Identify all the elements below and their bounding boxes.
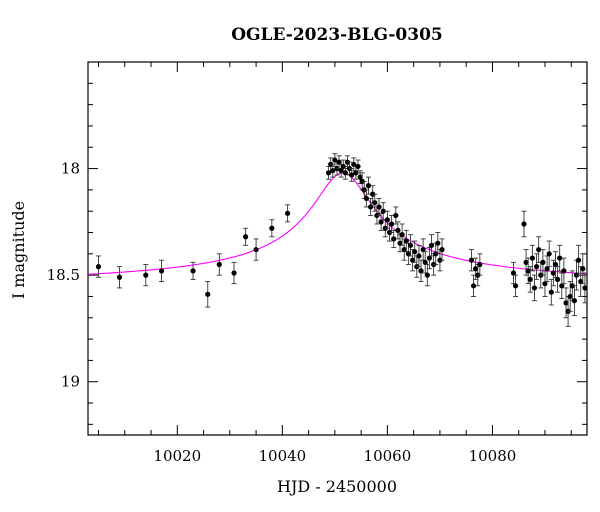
data-point	[391, 236, 397, 242]
data-point	[365, 183, 372, 189]
data-point	[435, 240, 441, 246]
data-point	[158, 268, 165, 274]
data-point	[468, 257, 475, 263]
data-point	[548, 289, 554, 295]
data-point	[399, 232, 405, 238]
x-tick-label: 10060	[364, 447, 412, 465]
data-point	[557, 255, 563, 261]
data-point	[363, 195, 369, 202]
data-point	[418, 268, 424, 274]
data-point	[512, 283, 519, 289]
data-point	[571, 298, 577, 304]
data-point	[384, 217, 390, 223]
y-tick-label: 18	[61, 160, 80, 178]
data-point	[523, 259, 529, 265]
chart-title: OGLE-2023-BLG-0305	[231, 25, 443, 45]
data-point	[95, 264, 102, 270]
data-point	[231, 270, 237, 276]
data-point	[351, 161, 357, 167]
data-point	[561, 268, 567, 274]
data-point	[420, 246, 426, 253]
data-point	[372, 200, 378, 206]
data-point	[380, 208, 386, 214]
data-point	[190, 268, 196, 274]
data-point	[405, 251, 412, 257]
data-point	[205, 291, 211, 297]
data-point	[554, 276, 561, 283]
data-point	[582, 285, 587, 291]
data-point	[563, 300, 569, 306]
data-point	[559, 283, 565, 289]
x-tick-label: 10020	[153, 447, 201, 465]
data-point	[439, 246, 445, 253]
data-point	[410, 257, 416, 263]
data-point	[397, 240, 403, 246]
data-point	[477, 261, 483, 268]
data-point	[533, 264, 540, 270]
data-point	[550, 270, 556, 276]
data-point	[216, 261, 222, 268]
data-point	[428, 242, 435, 248]
data-point	[525, 268, 531, 274]
plot-frame	[87, 61, 588, 436]
data-point	[426, 255, 433, 261]
data-point	[529, 255, 535, 261]
data-point	[342, 170, 348, 176]
data-point	[424, 272, 430, 278]
data-point	[473, 266, 479, 272]
data-point	[510, 270, 517, 276]
data-point	[285, 210, 291, 216]
data-point	[389, 221, 395, 227]
data-point	[393, 212, 399, 219]
data-point	[332, 157, 338, 163]
data-point	[349, 172, 355, 178]
y-tick-label: 19	[61, 373, 80, 391]
data-point	[546, 251, 552, 257]
model-curve	[88, 172, 587, 275]
data-point	[330, 168, 336, 174]
y-axis-label: I magnitude	[9, 201, 28, 299]
data-point	[269, 225, 275, 231]
data-point	[253, 246, 259, 253]
data-point	[422, 259, 428, 265]
data-point	[325, 170, 332, 176]
data-point	[540, 259, 546, 265]
data-point	[357, 174, 363, 180]
data-point	[116, 274, 123, 280]
data-point	[531, 285, 538, 291]
data-point	[338, 168, 344, 174]
x-tick-label: 10040	[258, 447, 306, 465]
data-point	[544, 266, 550, 272]
data-point	[567, 293, 573, 300]
data-point	[536, 246, 542, 253]
data-point	[355, 163, 361, 170]
data-point	[521, 221, 527, 227]
data-point	[470, 283, 477, 289]
data-point	[376, 204, 382, 210]
data-point	[378, 219, 384, 225]
x-tick-label: 10080	[469, 447, 517, 465]
data-point	[407, 242, 414, 248]
data-point	[403, 238, 409, 244]
plot-area: 10020 10040 10060 10080 18 18.5 19	[47, 61, 588, 465]
data-point	[527, 276, 533, 283]
data-point	[416, 253, 422, 259]
data-point	[542, 281, 548, 287]
data-point	[242, 234, 249, 240]
x-axis-label: HJD - 2450000	[277, 477, 397, 496]
data-point	[575, 257, 582, 263]
y-tick-label: 18.5	[47, 266, 80, 284]
data-point	[412, 249, 418, 255]
data-point	[578, 278, 584, 285]
data-point	[143, 272, 149, 278]
data-point	[336, 159, 342, 165]
data-point	[580, 266, 586, 272]
data-point	[395, 227, 401, 233]
data-point	[401, 246, 407, 253]
data-point	[367, 204, 374, 210]
data-point	[552, 261, 559, 268]
